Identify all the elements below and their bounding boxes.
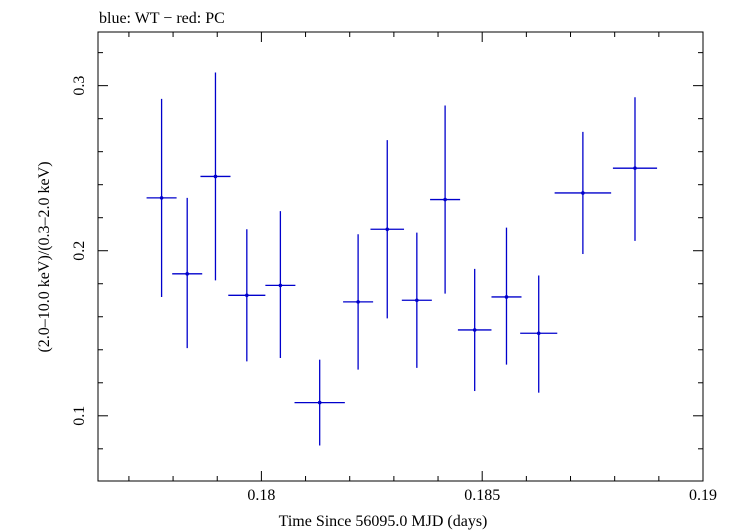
- data-point: [457, 268, 492, 392]
- point-marker: [245, 293, 249, 298]
- point-marker: [581, 191, 585, 195]
- data-point: [172, 197, 203, 349]
- axis-tick-labels: 0.18 0.185 0.19 0.1 0.2 0.3: [71, 76, 717, 504]
- data-point: [146, 98, 177, 297]
- point-marker: [536, 331, 541, 336]
- data-point: [491, 227, 522, 365]
- data-point: [343, 234, 374, 370]
- data-point: [612, 97, 658, 241]
- data-points: [146, 72, 658, 446]
- point-marker: [317, 400, 322, 405]
- data-point: [200, 72, 231, 281]
- x-axis-label: Time Since 56095.0 MJD (days): [279, 513, 488, 530]
- data-point: [265, 211, 296, 359]
- x-tick-label: 0.19: [689, 487, 717, 504]
- y-tick-label: 0.2: [71, 241, 88, 261]
- data-point: [370, 140, 405, 319]
- point-marker: [472, 328, 477, 332]
- axis-ticks: [98, 32, 704, 481]
- chart-title: blue: WT − red: PC: [99, 10, 225, 27]
- data-point: [430, 105, 461, 294]
- point-marker: [385, 227, 390, 232]
- point-marker: [159, 196, 164, 200]
- y-tick-label: 0.3: [71, 76, 88, 96]
- data-point: [520, 275, 558, 393]
- data-point: [554, 131, 612, 255]
- x-tick-label: 0.18: [247, 487, 275, 504]
- point-marker: [213, 174, 218, 179]
- y-axis-label: (2.0–10.0 keV)/(0.3–2.0 keV): [36, 161, 53, 352]
- point-marker: [443, 197, 447, 202]
- point-marker: [415, 298, 419, 303]
- x-tick-label: 0.185: [464, 487, 500, 504]
- data-point: [228, 229, 266, 362]
- data-point: [401, 232, 432, 368]
- point-marker: [278, 283, 283, 288]
- plot-frame: [97, 31, 704, 482]
- point-marker: [185, 272, 190, 276]
- point-marker: [504, 295, 509, 299]
- point-marker: [633, 166, 637, 170]
- y-tick-label: 0.1: [71, 406, 88, 426]
- point-marker: [356, 300, 360, 304]
- data-point: [294, 359, 345, 446]
